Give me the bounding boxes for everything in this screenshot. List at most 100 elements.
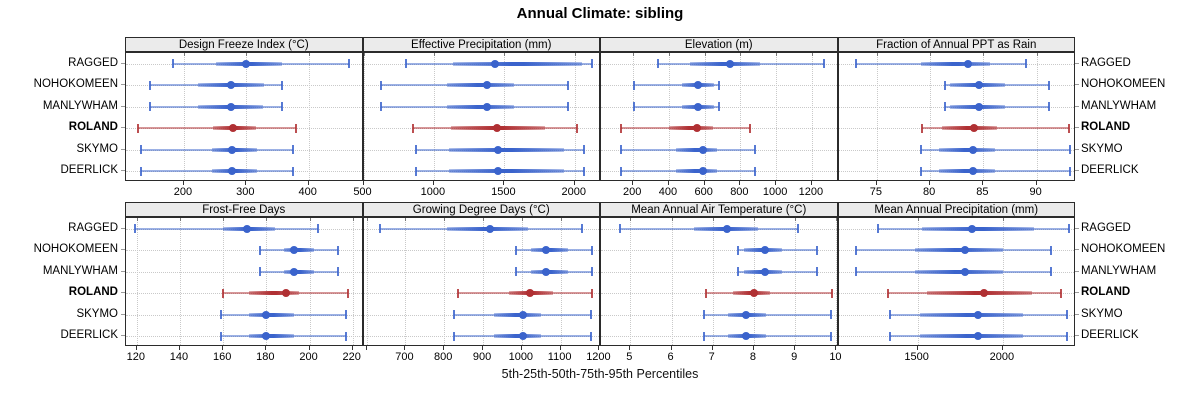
tick-top — [776, 53, 778, 56]
iqr-bar-roland — [249, 291, 299, 296]
x-axis-tick — [703, 181, 705, 185]
gridline-v — [876, 53, 878, 180]
gridline-v — [776, 53, 778, 180]
whisker-skymo — [920, 148, 1070, 151]
x-axis-tick — [1001, 346, 1003, 350]
whisker-cap-5th — [415, 166, 418, 176]
whisker-cap-5th — [633, 102, 636, 112]
whisker-cap-5th — [133, 224, 136, 234]
x-axis-tick — [982, 181, 984, 185]
x-axis-tick-label: 2000 — [561, 186, 587, 198]
whisker-cap-95th — [753, 145, 756, 155]
whisker-cap-5th — [137, 123, 140, 133]
x-axis-tick — [245, 181, 247, 185]
whisker-manlywham — [634, 105, 719, 108]
iqr-bar-roland — [668, 126, 713, 131]
y-axis-tick-left — [121, 292, 125, 294]
x-axis-tick-label: 120 — [126, 351, 145, 363]
y-axis-tick-right — [1075, 335, 1079, 337]
site-label-left-roland: ROLAND — [68, 286, 118, 299]
whisker-cap-95th — [815, 267, 818, 277]
median-dot-manlywham — [482, 102, 491, 111]
gridline-v — [183, 53, 185, 180]
x-axis-tick-label: 7 — [708, 351, 715, 363]
gridline-v — [309, 218, 311, 345]
y-axis-tick-right — [1075, 270, 1079, 272]
panel-title: Mean Annual Air Temperature (°C) — [631, 203, 807, 216]
gridline-v — [266, 218, 268, 345]
tick-top — [1036, 53, 1038, 56]
gridline-v — [352, 218, 354, 345]
tick-top — [795, 218, 797, 221]
gridline-v — [930, 53, 932, 180]
whisker-cap-95th — [1065, 331, 1068, 341]
whisker-cap-95th — [1068, 166, 1071, 176]
x-axis-tick-label: 1500 — [904, 351, 929, 363]
median-dot-skymo — [973, 310, 982, 319]
panel-strip-design-freeze-index-c: Design Freeze Index (°C) — [125, 37, 363, 52]
whisker-cap-5th — [380, 102, 383, 112]
panel-fraction-of-annual-ppt-as-rain — [837, 52, 1075, 181]
whisker-deerlick — [704, 335, 831, 338]
y-axis-tick-right — [1075, 127, 1079, 129]
x-axis-tick — [916, 346, 918, 350]
median-dot-nohokomeen — [290, 246, 299, 255]
whisker-cap-95th — [581, 224, 584, 234]
gridline-v — [366, 218, 368, 345]
panel-elevation-m — [600, 52, 838, 181]
whisker-cap-5th — [657, 59, 660, 69]
y-axis-tick-left — [121, 270, 125, 272]
x-axis-tick-label: 700 — [395, 351, 414, 363]
whisker-cap-95th — [1049, 267, 1052, 277]
iqr-bar-ragged — [921, 226, 1034, 231]
whisker-cap-5th — [920, 123, 923, 133]
whisker-cap-5th — [452, 331, 455, 341]
gridline-h — [363, 271, 600, 273]
panel-title: Effective Precipitation (mm) — [411, 38, 552, 51]
x-axis-tick — [308, 346, 310, 350]
median-dot-manlywham — [693, 102, 702, 111]
x-axis-tick-label: 160 — [212, 351, 232, 363]
panel-strip-fraction-of-annual-ppt-as-rain: Fraction of Annual PPT as Rain — [837, 37, 1075, 52]
gridline-v — [308, 53, 310, 180]
tick-top — [671, 218, 673, 221]
site-label-right-roland: ROLAND — [1081, 121, 1131, 134]
whisker-cap-95th — [796, 224, 799, 234]
y-axis-tick-right — [1075, 313, 1079, 315]
whisker-nohokomeen — [634, 84, 719, 87]
iqr-bar-ragged — [690, 61, 761, 66]
median-dot-skymo — [968, 145, 977, 154]
median-dot-manlywham — [290, 267, 299, 276]
tick-top — [712, 218, 714, 221]
gridline-v — [668, 53, 670, 180]
y-axis-tick-left — [121, 148, 125, 150]
median-dot-deerlick — [262, 332, 271, 341]
gridline-v — [363, 53, 365, 180]
median-dot-manlywham — [226, 102, 235, 111]
tick-top — [668, 53, 670, 56]
x-axis-tick — [1035, 181, 1037, 185]
whisker-cap-5th — [877, 224, 880, 234]
whisker-cap-5th — [222, 288, 225, 298]
whisker-cap-95th — [336, 267, 339, 277]
whisker-cap-5th — [855, 245, 858, 255]
whisker-cap-95th — [317, 224, 320, 234]
tick-top — [574, 53, 576, 56]
whisker-cap-95th — [830, 288, 833, 298]
whisker-skymo — [704, 313, 831, 316]
site-label-right-nohokomeen: NOHOKOMEEN — [1081, 243, 1166, 256]
whisker-cap-95th — [582, 145, 585, 155]
gridline-v — [811, 53, 813, 180]
gridline-v — [704, 53, 706, 180]
whisker-cap-95th — [345, 331, 348, 341]
x-axis-tick — [503, 181, 505, 185]
gridline-v — [836, 218, 837, 345]
whisker-cap-5th — [139, 166, 142, 176]
tick-top — [740, 53, 742, 56]
tick-top — [930, 53, 932, 56]
iqr-bar-deerlick — [449, 169, 564, 174]
panel-strip-growing-degree-days-c: Growing Degree Days (°C) — [362, 202, 600, 217]
whisker-cap-5th — [220, 310, 222, 320]
y-axis-tick-left — [121, 313, 125, 315]
site-label-left-skymo: SKYMO — [76, 142, 118, 155]
